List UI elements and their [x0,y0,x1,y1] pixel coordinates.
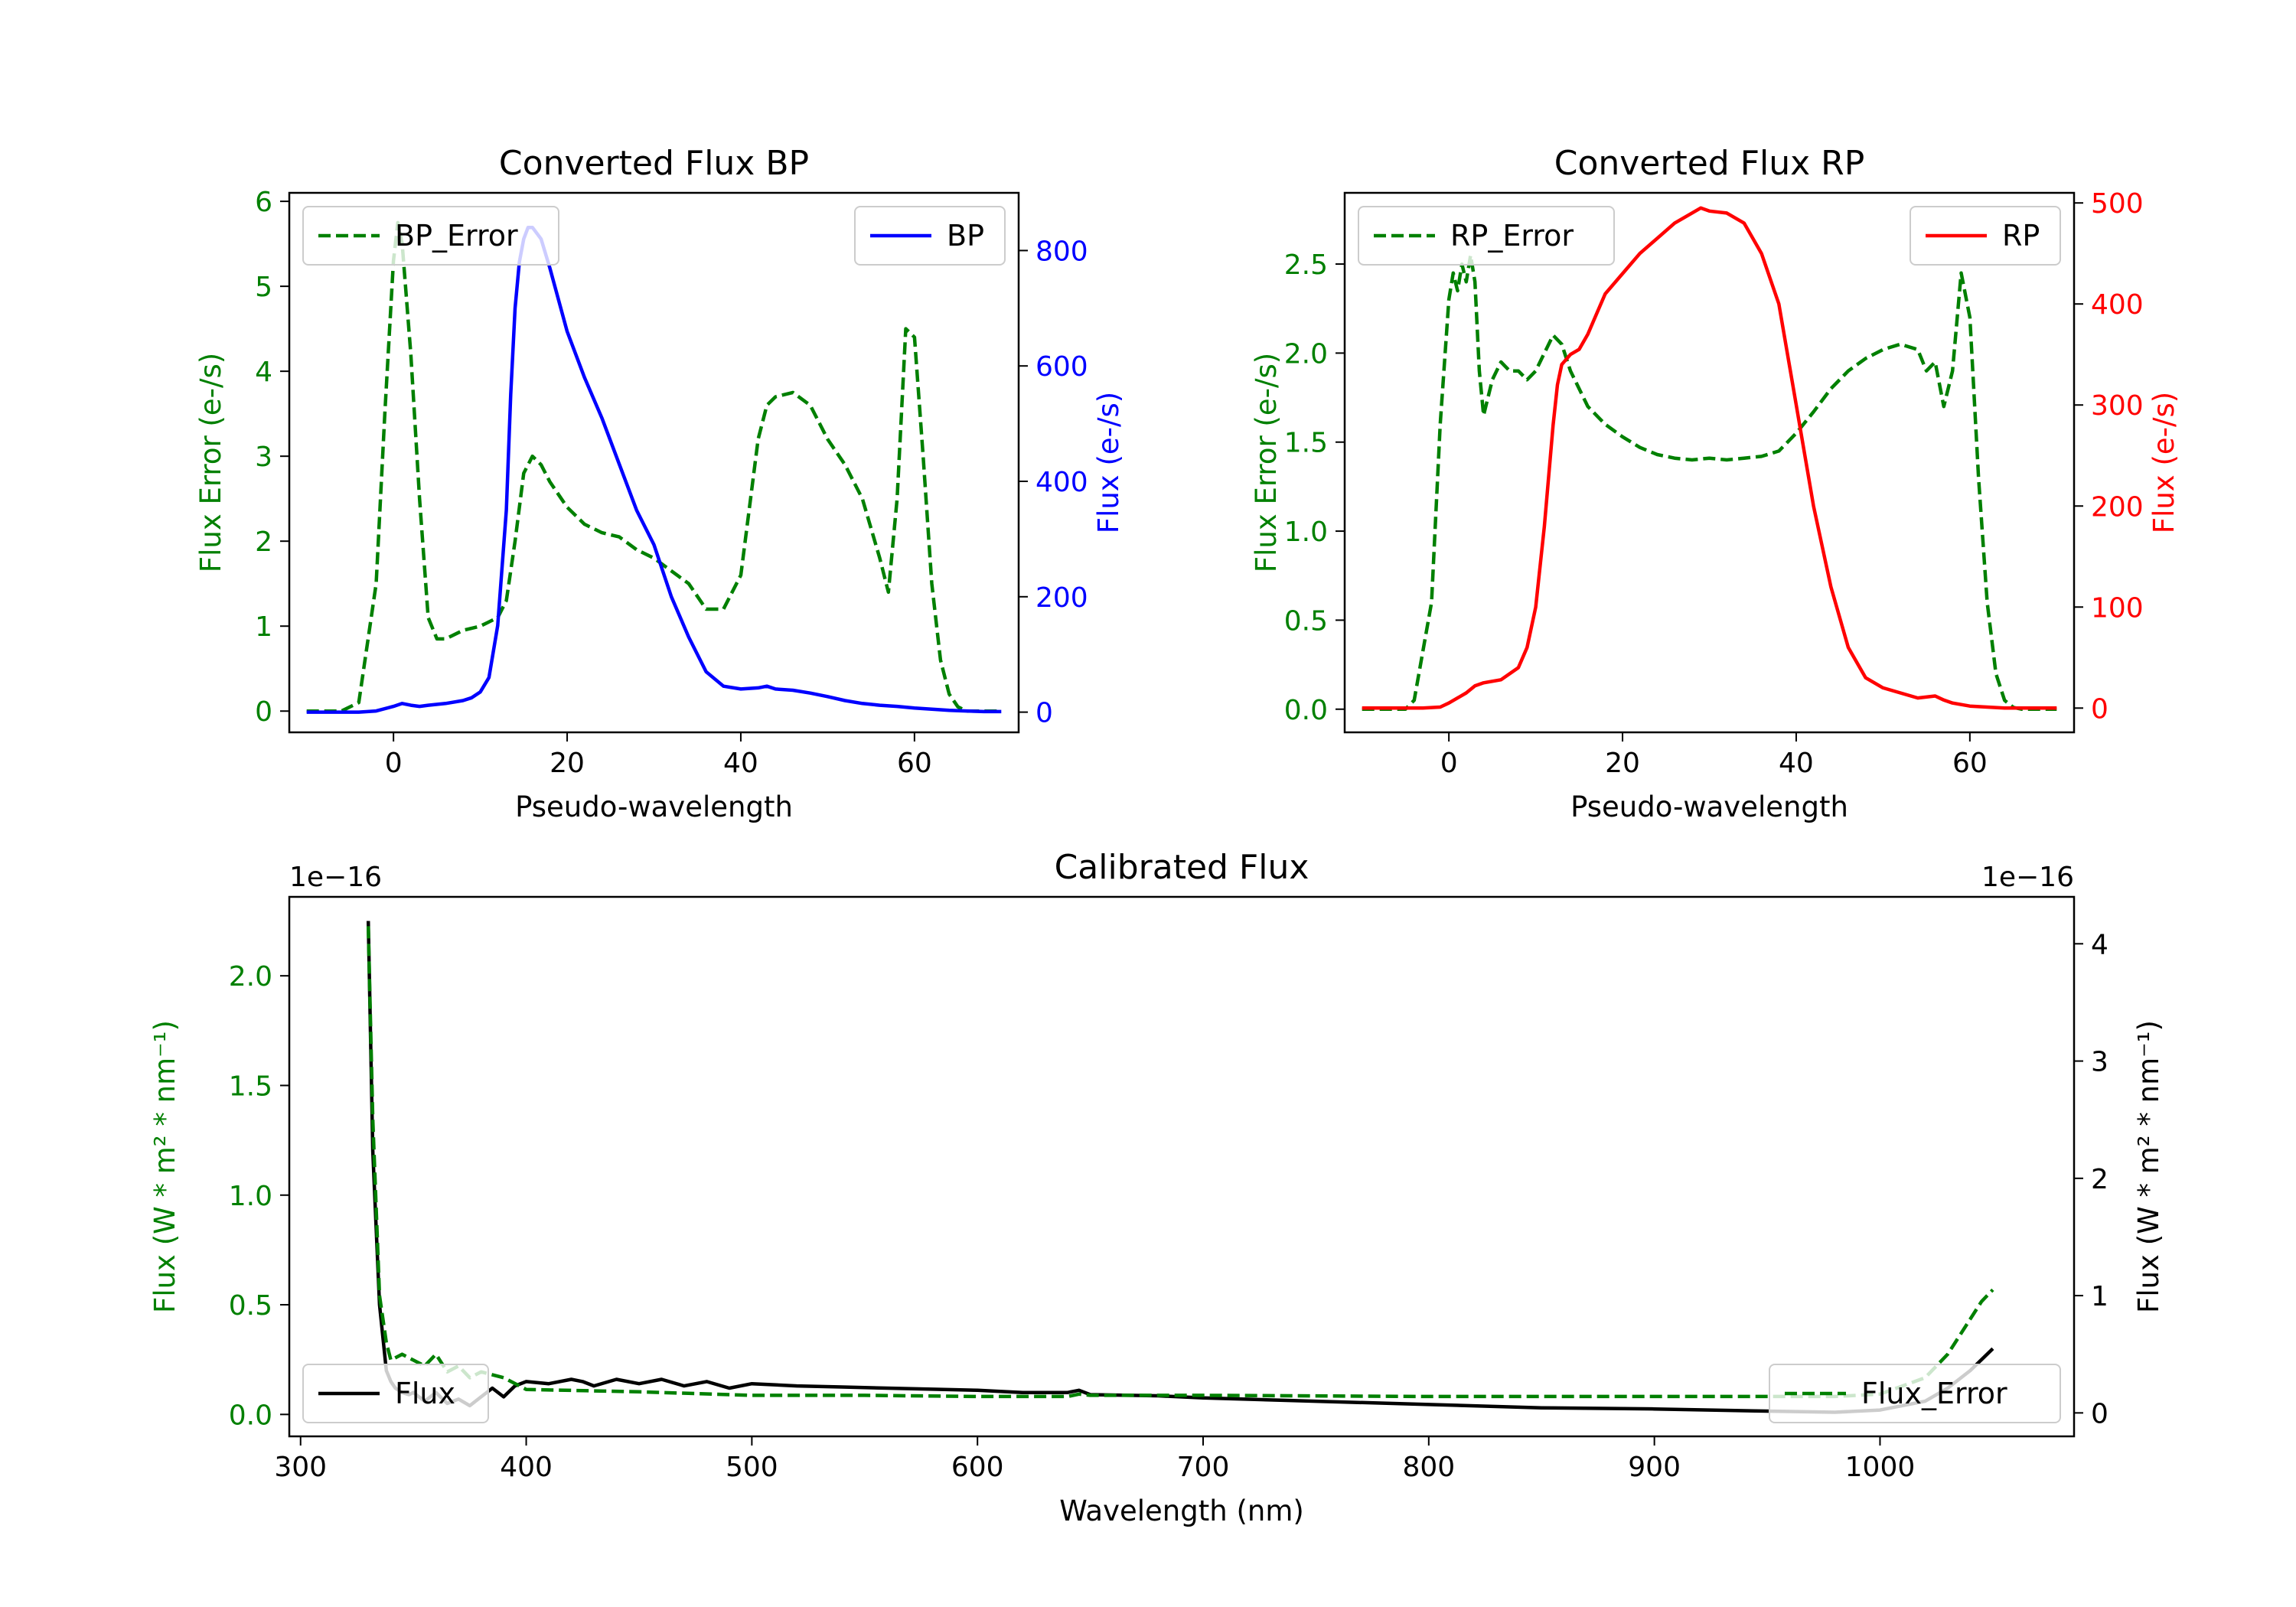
rp-title: Converted Flux RP [1554,144,1865,183]
cal-x-axis-label: Wavelength (nm) [1059,1495,1304,1527]
rp-x-axis-label: Pseudo-wavelength [1570,790,1848,823]
rp-legend-box [1358,206,1615,266]
bp-legend-box [302,206,559,266]
cal-series-flux [366,921,1994,1414]
rp-series-rp [1362,206,2057,710]
bp-y-left-tick-label: 4 [255,357,272,388]
rp-x-tick-label: 0 [1440,748,1458,779]
bp-x-tick-label: 0 [385,748,403,779]
cal-y-right-axis-label: Flux (W * m² * nm⁻¹) [2132,1020,2165,1313]
cal-x-tick-label: 300 [274,1452,327,1483]
bp-x-tick-label: 40 [723,748,758,779]
bp-y-right-tick-label: 800 [1035,236,1088,267]
rp-y-right-tick-label: 500 [2091,188,2144,220]
cal-axes-frame [288,895,2076,1438]
rp-y-right-tick-label: 200 [2091,491,2144,523]
bp-legend-label: BP [947,219,984,253]
bp-y-left-axis-label: Flux Error (e-/s) [194,353,227,572]
cal-x-tick-label: 700 [1177,1452,1230,1483]
rp-y-left-tick-label: 0.5 [1284,605,1328,637]
cal-y-right-tick-label: 3 [2091,1047,2108,1078]
bp-y-left-tick-label: 1 [255,611,272,643]
cal-y-right-tick-label: 4 [2091,929,2108,960]
cal-y-right-tick-label: 0 [2091,1398,2108,1429]
rp-y-left-tick-label: 1.5 [1284,428,1328,459]
cal-y-left-tick-label: 0.0 [229,1400,272,1431]
bp-axes-frame [288,191,1020,734]
rp-y-right-tick-label: 100 [2091,592,2144,624]
cal-legend-label: Flux_Error [1861,1377,2007,1410]
rp-y-right-tick-label: 300 [2091,390,2144,422]
cal-y-left-offset-text: 1e−16 [289,862,382,893]
rp-y-left-axis-label: Flux Error (e-/s) [1250,353,1283,572]
bp-title: Converted Flux BP [499,144,809,183]
bp-y-right-tick-label: 400 [1035,467,1088,498]
bp-y-left-tick-label: 6 [255,187,272,218]
cal-series-flux-error [366,926,1994,1399]
cal-y-left-tick-label: 1.5 [229,1071,272,1102]
rp-y-left-tick-label: 0.0 [1284,695,1328,726]
cal-y-right-tick-label: 1 [2091,1281,2108,1312]
cal-y-left-tick-label: 1.0 [229,1181,272,1212]
cal-x-tick-label: 1000 [1845,1452,1916,1483]
rp-y-left-tick-label: 2.0 [1284,338,1328,370]
cal-x-tick-label: 600 [951,1452,1004,1483]
bp-series-bp-error [306,220,1002,713]
bp-y-right-tick-label: 200 [1035,582,1088,614]
bp-y-right-tick-label: 0 [1035,698,1053,729]
bp-y-left-tick-label: 3 [255,442,272,473]
bp-y-left-tick-label: 0 [255,696,272,728]
bp-legend-label: BP_Error [395,219,518,253]
rp-x-tick-label: 60 [1952,748,1988,779]
rp-series-rp-error [1362,253,2057,712]
cal-x-tick-label: 900 [1628,1452,1681,1483]
cal-y-left-axis-label: Flux (W * m² * nm⁻¹) [148,1020,181,1313]
cal-y-right-tick-label: 2 [2091,1164,2108,1195]
cal-x-tick-label: 800 [1402,1452,1455,1483]
bp-y-right-axis-label: Flux (e-/s) [1092,392,1125,533]
rp-y-right-axis-label: Flux (e-/s) [2148,392,2180,533]
rp-y-right-tick-label: 400 [2091,289,2144,321]
bp-x-tick-label: 20 [550,748,585,779]
bp-y-left-tick-label: 5 [255,272,272,303]
cal-y-left-tick-label: 0.5 [229,1290,272,1322]
cal-legend-label: Flux [395,1377,455,1410]
rp-y-left-tick-label: 1.0 [1284,517,1328,548]
bp-y-left-tick-label: 2 [255,526,272,558]
cal-y-left-tick-label: 2.0 [229,961,272,993]
cal-x-tick-label: 400 [500,1452,553,1483]
bp-x-tick-label: 60 [897,748,932,779]
rp-x-tick-label: 20 [1605,748,1640,779]
rp-y-right-tick-label: 0 [2091,693,2108,725]
cal-title: Calibrated Flux [1055,848,1309,887]
cal-legend-box [1769,1364,2061,1423]
rp-legend-label: RP [2002,219,2040,253]
bp-x-axis-label: Pseudo-wavelength [515,790,793,823]
rp-y-left-tick-label: 2.5 [1284,249,1328,281]
cal-y-right-offset-text: 1e−16 [1981,862,2074,893]
rp-axes-frame [1343,191,2076,734]
cal-legend-box [302,1364,489,1423]
bp-series-bp [306,225,1002,714]
cal-x-tick-label: 500 [726,1452,778,1483]
bp-y-right-tick-label: 600 [1035,351,1088,383]
rp-x-tick-label: 40 [1779,748,1814,779]
rp-legend-label: RP_Error [1450,219,1574,253]
